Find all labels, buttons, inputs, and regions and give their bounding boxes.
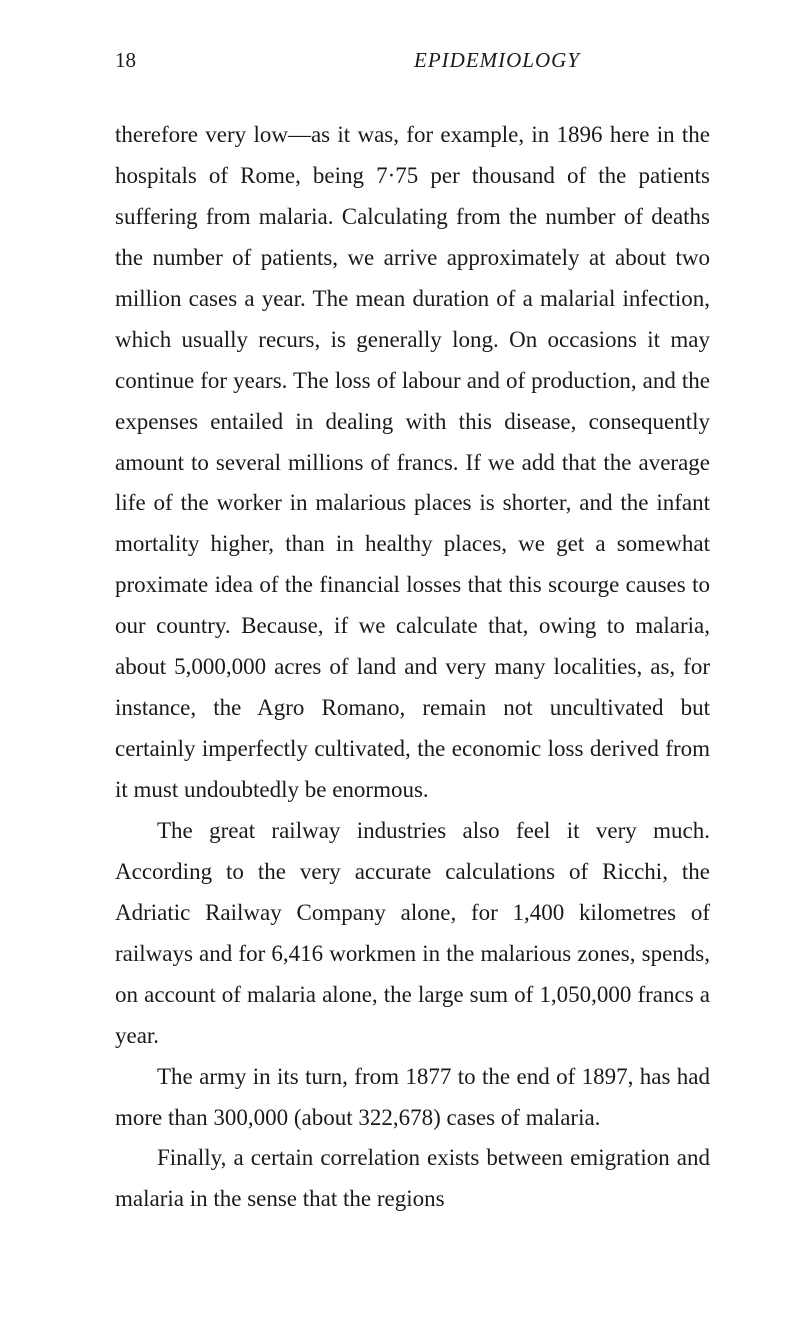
body-text: therefore very low—as it was, for exampl… [115, 115, 710, 1220]
paragraph-3: The army in its turn, from 1877 to the e… [115, 1057, 710, 1139]
paragraph-1: therefore very low—as it was, for exampl… [115, 115, 710, 811]
paragraph-4: Finally, a certain correlation exists be… [115, 1138, 710, 1220]
page-header: 18 EPIDEMIOLOGY [115, 48, 710, 73]
page-title: EPIDEMIOLOGY [414, 48, 580, 73]
paragraph-2: The great railway industries also feel i… [115, 811, 710, 1057]
page-number: 18 [115, 48, 136, 73]
